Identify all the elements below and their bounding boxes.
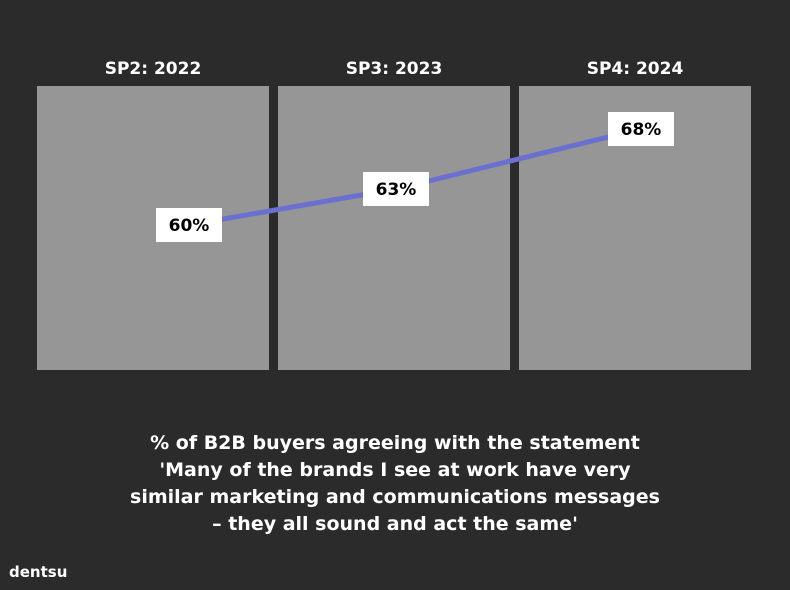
year-panels — [37, 86, 751, 370]
data-label-2: 63% — [376, 180, 417, 200]
data-point-3 — [608, 112, 674, 146]
caption-line-2: 'Many of the brands I see at work have v… — [159, 459, 631, 481]
year-panel-1 — [37, 86, 269, 370]
data-label-3: 68% — [621, 120, 662, 140]
year-panel-2 — [278, 86, 510, 370]
caption-line-4: – they all sound and act the same' — [212, 513, 578, 535]
brand-logo: dentsu — [9, 563, 68, 581]
data-point-2 — [363, 172, 429, 206]
chart: SP2: 2022 SP3: 2023 SP4: 2024 60% 63% 68% — [37, 59, 751, 370]
year-headers: SP2: 2022 SP3: 2023 SP4: 2024 — [105, 59, 684, 79]
caption-line-3: similar marketing and communications mes… — [130, 486, 660, 508]
category-label-3: SP4: 2024 — [587, 59, 684, 79]
category-label-1: SP2: 2022 — [105, 59, 202, 79]
data-label-1: 60% — [169, 216, 210, 236]
chart-caption: % of B2B buyers agreeing with the statem… — [45, 430, 745, 538]
caption-line-1: % of B2B buyers agreeing with the statem… — [150, 432, 640, 454]
data-point-1 — [156, 208, 222, 242]
data-labels: 60% 63% 68% — [156, 112, 674, 242]
category-label-2: SP3: 2023 — [346, 59, 443, 79]
